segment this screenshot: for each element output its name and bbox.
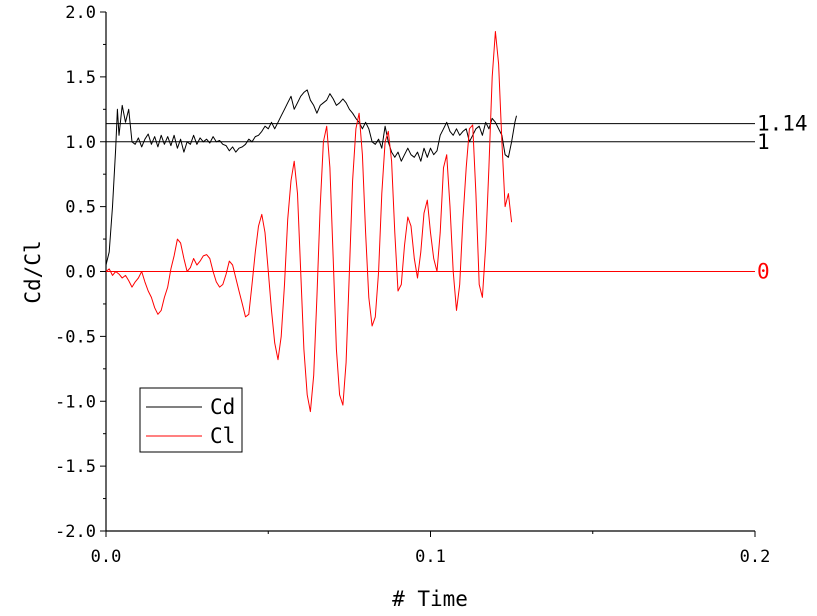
series-lines: [105, 31, 517, 413]
y-tick-label: 1.0: [65, 133, 96, 153]
y-tick-label: 1.5: [65, 68, 96, 88]
y-tick-label: 0.0: [65, 263, 96, 283]
reference-line-label: 1: [757, 130, 770, 154]
reference-line-label: 1.14: [757, 112, 808, 136]
y-tick-label: -2.0: [55, 522, 96, 542]
x-axis-title: # Time: [392, 587, 468, 611]
series-line-cd: [105, 89, 517, 266]
y-tick-label: -1.5: [55, 457, 96, 477]
x-tick-label: 0.2: [740, 547, 771, 567]
x-tick-label: 0.1: [415, 547, 446, 567]
reference-line-label: 0: [757, 260, 770, 284]
x-tick-label: 0.0: [91, 547, 122, 567]
y-tick-label: -0.5: [55, 327, 96, 347]
series-line-cl: [105, 31, 513, 413]
legend: Cd Cl: [139, 387, 243, 453]
y-axis-title: Cd/Cl: [21, 240, 45, 303]
legend-label: Cl: [210, 424, 235, 448]
reference-lines: 1.141 0: [106, 112, 808, 284]
axes: 2.0 1.5 1.0 0.5 0.0 -0.5 -1.0 -1.5 -2.0 0.0 0.1 0.2: [55, 3, 770, 567]
legend-box: [139, 387, 243, 453]
legend-label: Cd: [210, 395, 235, 419]
y-tick-label: 0.5: [65, 198, 96, 218]
y-tick-label: -1.0: [55, 392, 96, 412]
y-tick-label: 2.0: [65, 3, 96, 23]
